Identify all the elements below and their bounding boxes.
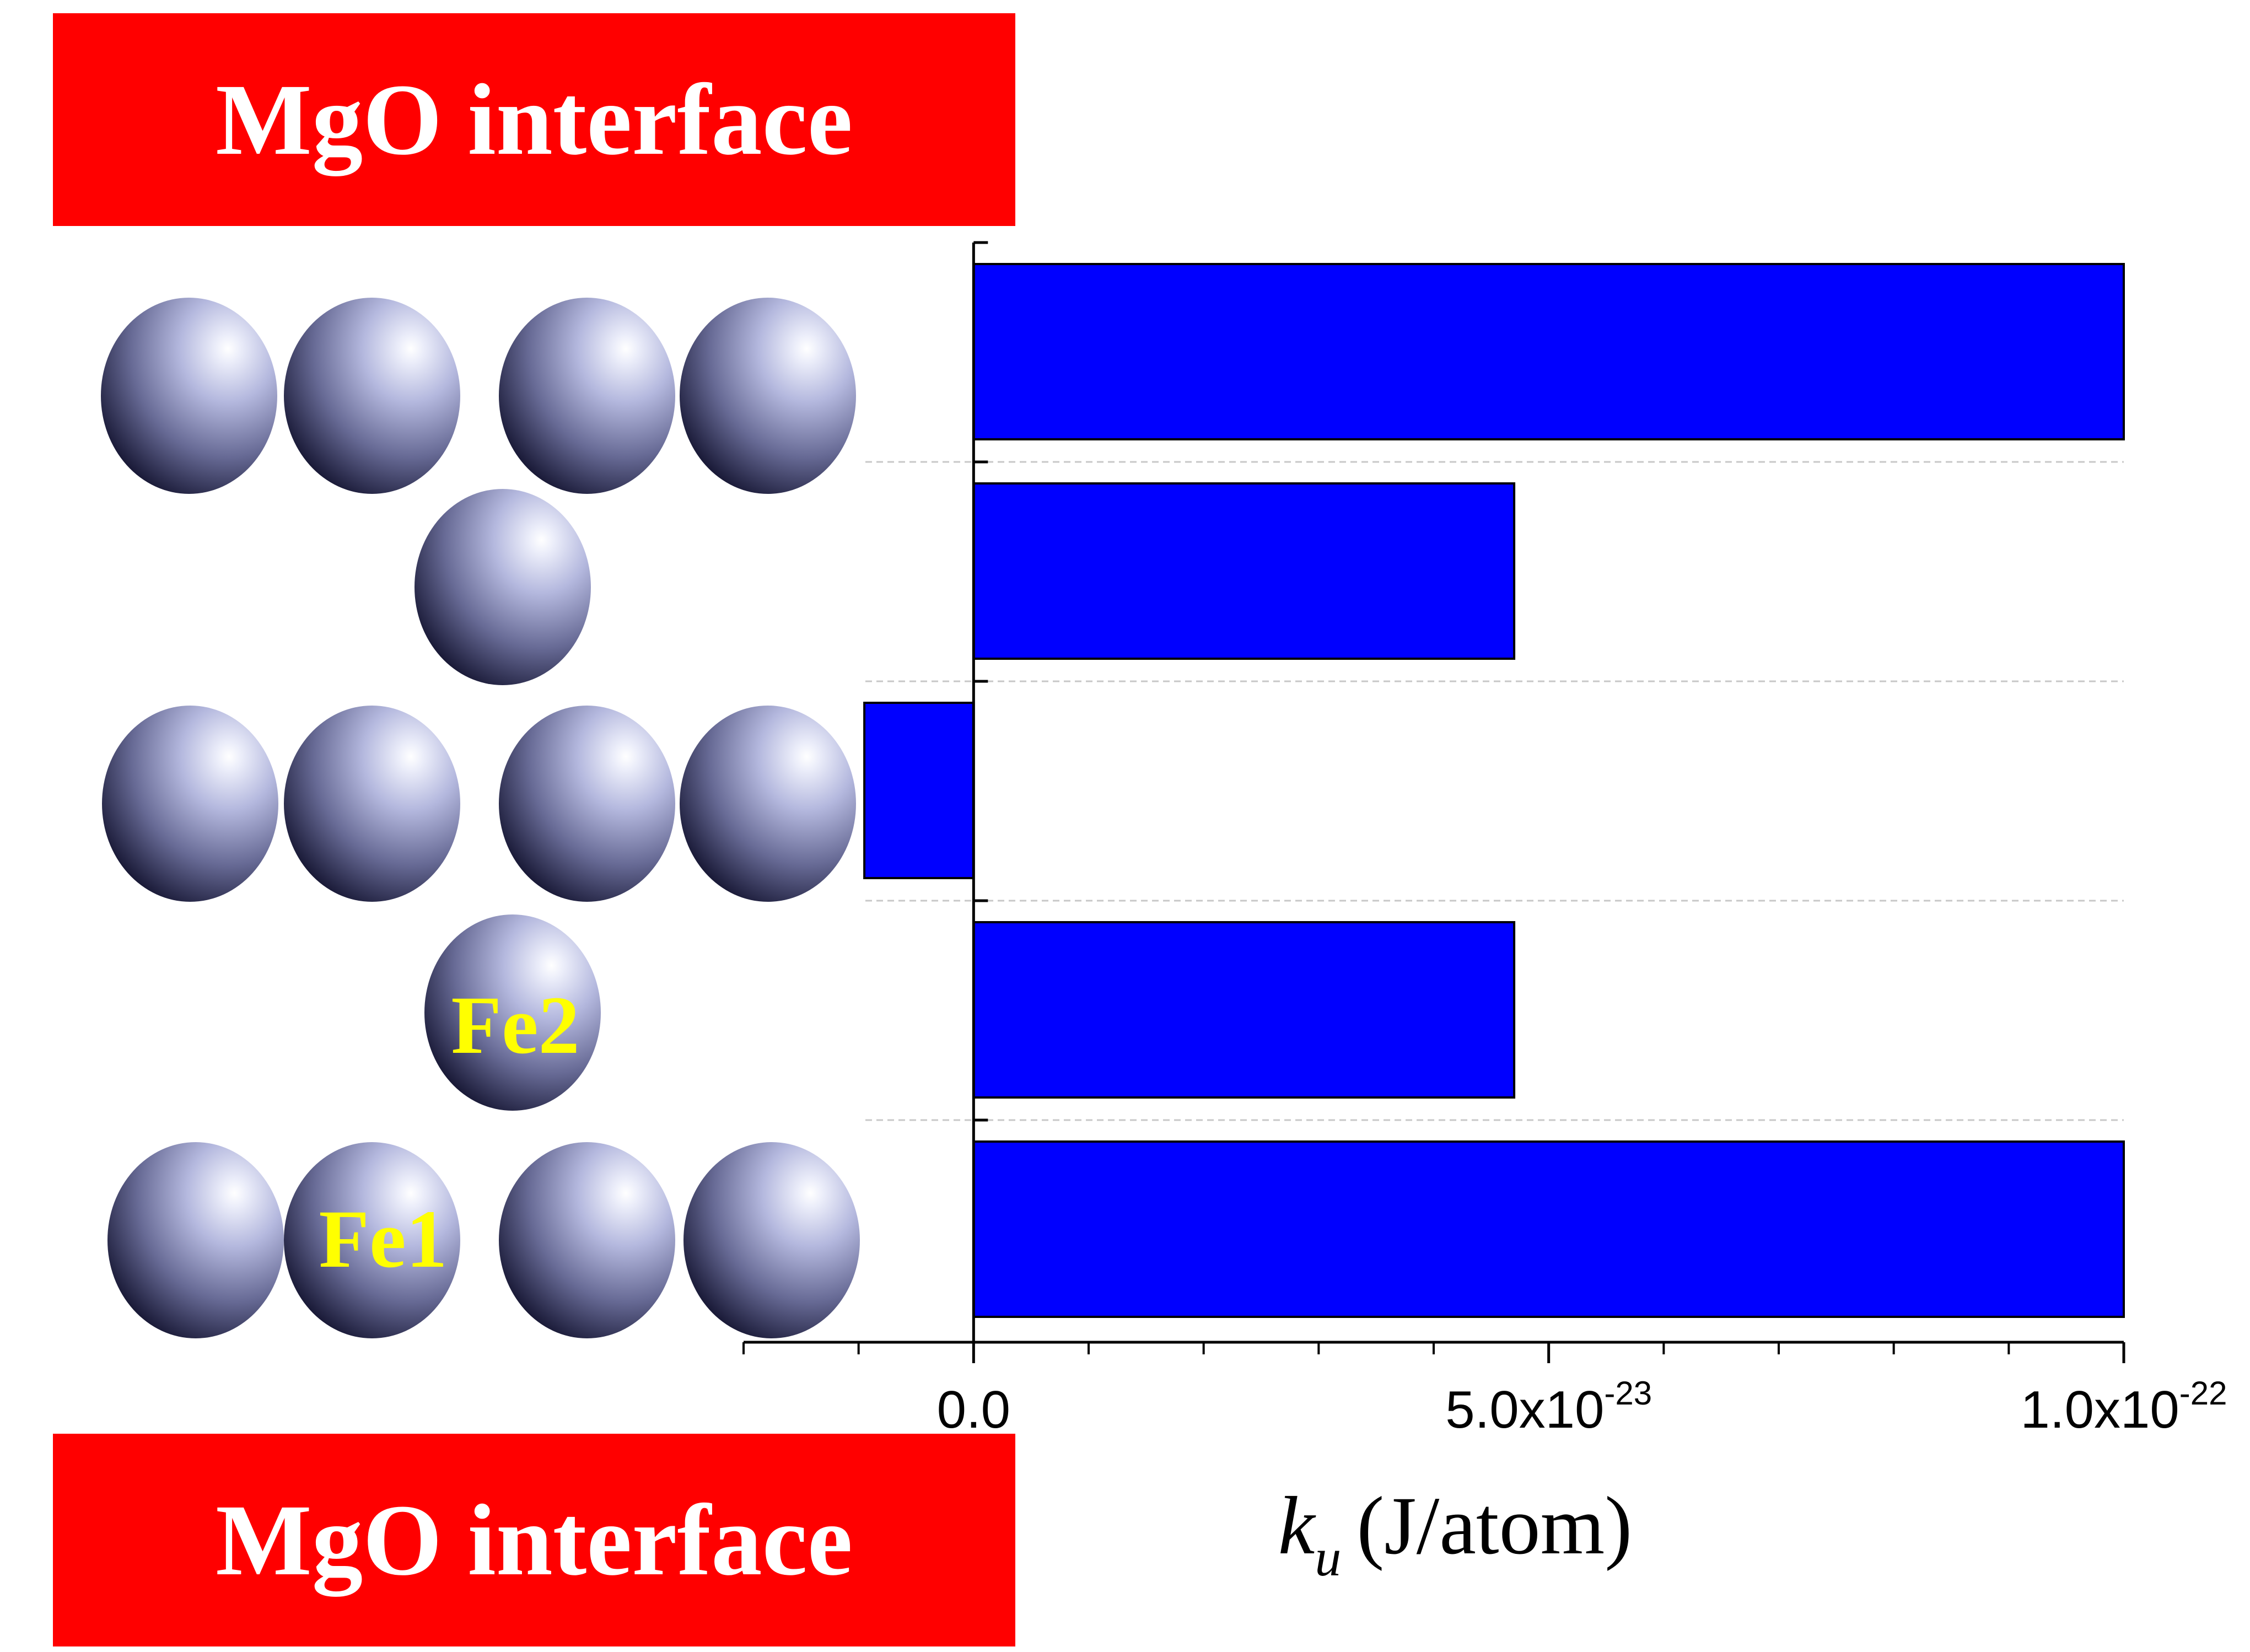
fe-atom (284, 298, 460, 494)
fe-atom (424, 914, 601, 1111)
fe-atom (683, 1142, 860, 1338)
fe-atom (499, 706, 675, 902)
x-tick-labels: 0.0 5.0x10-23 1.0x10-22 (937, 1375, 2227, 1439)
fe-atom (107, 1142, 284, 1338)
x-tick-label: 5.0x10-23 (1445, 1375, 1652, 1439)
fe2-label: Fe2 (451, 980, 579, 1071)
banner-bottom-label: MgO interface (216, 1483, 853, 1597)
fe-atom (680, 706, 856, 902)
fe-atom (680, 298, 856, 494)
fe-atom (499, 298, 675, 494)
fe1-label: Fe1 (319, 1193, 447, 1285)
mgo-interface-top-banner: MgO interface (53, 13, 1015, 226)
x-axis-title: ku (J/atom) (1278, 1480, 1632, 1587)
x-axis-subscript: u (1315, 1528, 1341, 1587)
fe-atom-layers (101, 298, 860, 1338)
fe-atom (415, 489, 591, 685)
fe-atom (102, 706, 278, 902)
x-axis-symbol: k (1278, 1480, 1316, 1572)
axes (742, 241, 2125, 1363)
anisotropy-bars (863, 263, 2125, 1318)
fe-atom (284, 1142, 460, 1338)
bar-fe1 (972, 1140, 2125, 1318)
mgo-interface-bottom-banner: MgO interface (53, 1434, 1015, 1646)
atom-labels: Fe2 Fe1 (319, 980, 579, 1285)
bar-fe2 (972, 921, 1516, 1099)
x-tick-label: 0.0 (937, 1380, 1010, 1439)
fe-atom (284, 706, 460, 902)
x-tick-label: 1.0x10-22 (2021, 1375, 2227, 1439)
banner-top-label: MgO interface (216, 63, 853, 176)
x-axis-unit: (J/atom) (1357, 1480, 1632, 1572)
layer-separators (865, 461, 2124, 1121)
bar-layer-5 (972, 263, 2125, 440)
fe-atom (101, 298, 277, 494)
bar-layer-3 (863, 702, 975, 879)
fe-atom (499, 1142, 675, 1338)
bar-layer-4 (972, 482, 1516, 660)
